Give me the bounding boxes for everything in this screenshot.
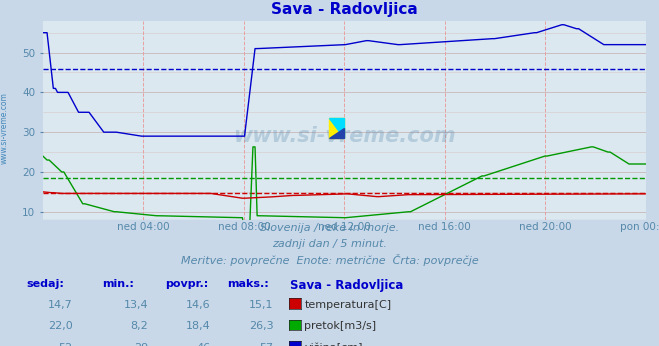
Text: Meritve: povprečne  Enote: metrične  Črta: povprečje: Meritve: povprečne Enote: metrične Črta:… bbox=[181, 254, 478, 266]
Text: višina[cm]: višina[cm] bbox=[304, 343, 363, 346]
Text: Slovenija / reke in morje.: Slovenija / reke in morje. bbox=[260, 223, 399, 233]
Text: 46: 46 bbox=[197, 343, 211, 346]
Text: 15,1: 15,1 bbox=[249, 300, 273, 310]
Polygon shape bbox=[330, 128, 344, 138]
Polygon shape bbox=[330, 118, 344, 138]
Text: 8,2: 8,2 bbox=[130, 321, 148, 331]
Text: 14,7: 14,7 bbox=[47, 300, 72, 310]
Text: 14,6: 14,6 bbox=[186, 300, 211, 310]
Text: 18,4: 18,4 bbox=[186, 321, 211, 331]
Text: temperatura[C]: temperatura[C] bbox=[304, 300, 391, 310]
Text: 22,0: 22,0 bbox=[47, 321, 72, 331]
Text: min.:: min.: bbox=[102, 279, 134, 289]
Text: www.si-vreme.com: www.si-vreme.com bbox=[0, 92, 9, 164]
Text: 13,4: 13,4 bbox=[124, 300, 148, 310]
Text: 29: 29 bbox=[134, 343, 148, 346]
Text: 57: 57 bbox=[260, 343, 273, 346]
Text: pretok[m3/s]: pretok[m3/s] bbox=[304, 321, 376, 331]
Text: 52: 52 bbox=[59, 343, 72, 346]
Text: Sava - Radovljica: Sava - Radovljica bbox=[290, 279, 403, 292]
Text: sedaj:: sedaj: bbox=[26, 279, 64, 289]
Text: maks.:: maks.: bbox=[227, 279, 269, 289]
Text: povpr.:: povpr.: bbox=[165, 279, 208, 289]
Text: www.si-vreme.com: www.si-vreme.com bbox=[233, 126, 455, 146]
Title: Sava - Radovljica: Sava - Radovljica bbox=[271, 2, 418, 17]
Bar bbox=[330, 118, 344, 138]
Text: zadnji dan / 5 minut.: zadnji dan / 5 minut. bbox=[272, 239, 387, 249]
Text: 26,3: 26,3 bbox=[249, 321, 273, 331]
